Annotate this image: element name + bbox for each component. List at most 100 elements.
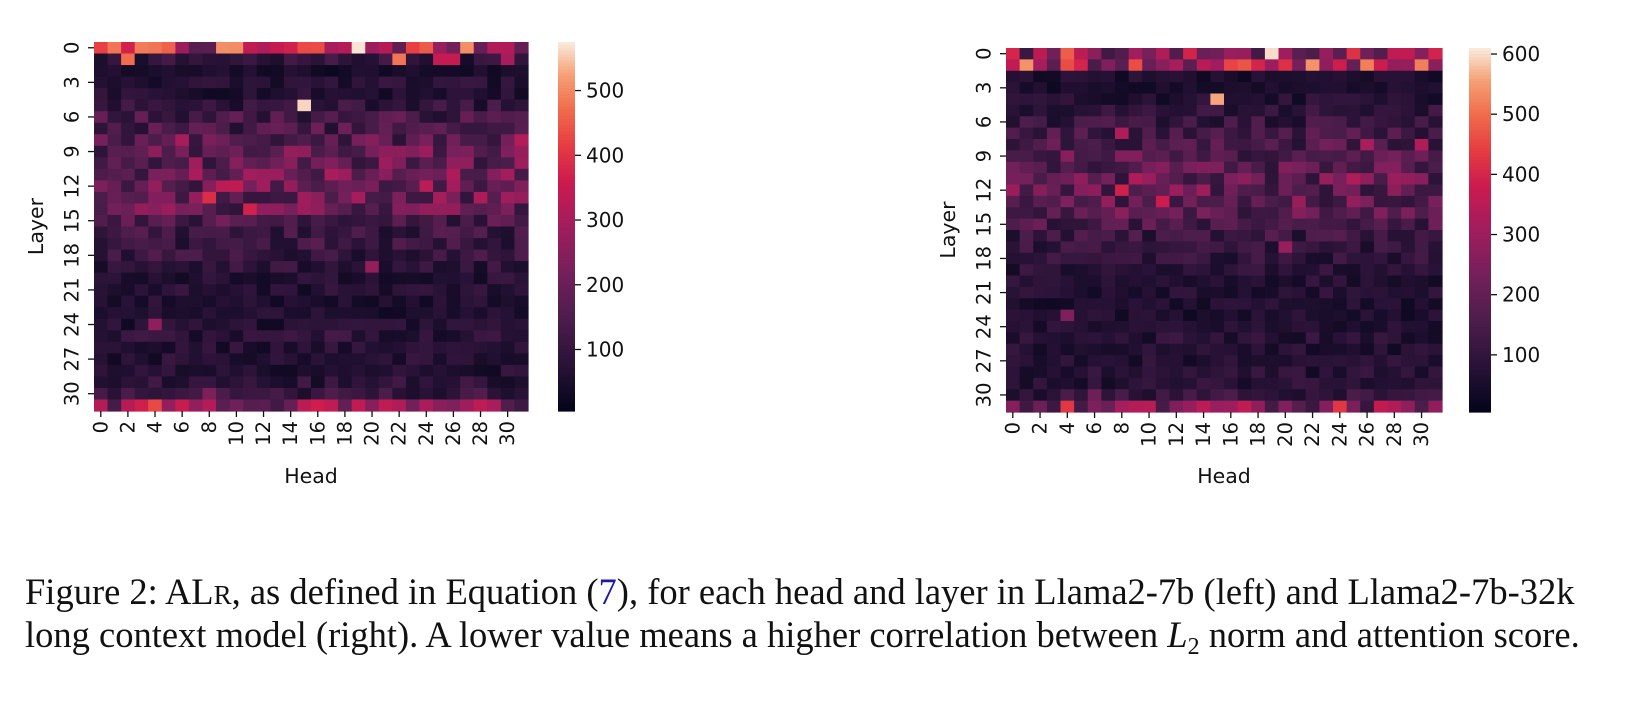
heatmap-cell bbox=[1033, 59, 1048, 72]
heatmap-cell bbox=[1196, 366, 1211, 379]
heatmap-cell bbox=[446, 191, 461, 205]
heatmap-cell bbox=[107, 353, 122, 366]
heatmap-cell bbox=[1401, 343, 1416, 356]
heatmap-cell bbox=[1169, 298, 1184, 311]
heatmap-cell bbox=[1333, 400, 1348, 413]
heatmap-cell bbox=[1401, 230, 1416, 242]
heatmap-cell bbox=[1292, 173, 1307, 186]
heatmap-cell bbox=[1319, 241, 1334, 254]
heatmap-cell bbox=[1387, 230, 1402, 242]
heatmap-cell bbox=[1319, 400, 1334, 413]
heatmap-cell bbox=[243, 203, 258, 216]
heatmap-cell bbox=[1264, 321, 1280, 333]
heatmap-cell bbox=[405, 214, 421, 228]
colorbar-segment bbox=[558, 140, 575, 145]
heatmap-cell bbox=[1033, 252, 1048, 265]
heatmap-cell bbox=[1033, 298, 1048, 311]
heatmap-cell bbox=[365, 180, 380, 193]
heatmap-cell bbox=[1019, 70, 1034, 83]
heatmap-cell bbox=[1087, 252, 1102, 265]
heatmap-cell bbox=[216, 387, 231, 401]
heatmap-cell bbox=[514, 145, 529, 158]
heatmap-cell bbox=[1278, 48, 1293, 60]
heatmap-cell bbox=[1074, 389, 1089, 402]
colorbar-segment bbox=[1469, 151, 1491, 155]
heatmap-cell bbox=[446, 203, 461, 216]
heatmap-cell bbox=[1401, 355, 1416, 368]
heatmap-cell bbox=[243, 122, 258, 135]
heatmap-cell bbox=[297, 111, 312, 124]
heatmap-cell bbox=[1251, 195, 1266, 208]
heatmap-cell bbox=[1196, 264, 1211, 277]
heatmap-cell bbox=[1319, 332, 1334, 345]
heatmap-cell bbox=[446, 111, 461, 124]
heatmap-cell bbox=[338, 134, 353, 147]
heatmap-cell bbox=[1006, 309, 1021, 322]
heatmap-cell bbox=[188, 134, 204, 147]
colorbar-segment bbox=[558, 63, 575, 68]
heatmap-cell bbox=[216, 76, 231, 89]
heatmap-cell bbox=[1142, 252, 1157, 265]
heatmap-cell bbox=[378, 364, 393, 378]
heatmap-cell bbox=[1428, 355, 1443, 368]
heatmap-cell bbox=[1292, 48, 1307, 60]
heatmap-cell bbox=[283, 284, 299, 297]
heatmap-cell bbox=[1210, 195, 1225, 208]
heatmap-cell bbox=[351, 226, 366, 239]
heatmap-cell bbox=[1428, 127, 1443, 140]
heatmap-cell bbox=[1264, 218, 1280, 231]
heatmap-cell bbox=[446, 122, 461, 135]
heatmap-cell bbox=[161, 376, 176, 389]
heatmap-cell bbox=[1333, 321, 1348, 333]
heatmap-cell bbox=[324, 341, 339, 354]
heatmap-cell bbox=[229, 307, 244, 320]
heatmap-cell bbox=[460, 168, 475, 181]
heatmap-cell bbox=[1428, 286, 1443, 299]
heatmap-cell bbox=[1414, 286, 1429, 299]
heatmap-cell bbox=[1264, 286, 1280, 299]
heatmap-cell bbox=[500, 249, 516, 262]
colorbar-segment bbox=[558, 254, 575, 258]
heatmap-cell bbox=[148, 157, 163, 170]
heatmap-cell bbox=[1428, 230, 1443, 242]
heatmap-cell bbox=[1428, 116, 1443, 129]
heatmap-cell bbox=[297, 99, 312, 112]
heatmap-cell bbox=[311, 180, 326, 193]
heatmap-cell bbox=[433, 284, 448, 297]
heatmap-cell bbox=[1169, 377, 1184, 390]
colorbar-segment bbox=[1469, 51, 1491, 55]
heatmap-cell bbox=[161, 42, 176, 55]
heatmap-cell bbox=[1387, 377, 1402, 390]
heatmap-cell bbox=[392, 341, 407, 354]
x-tick-label: 24 bbox=[1328, 422, 1351, 447]
heatmap-cell bbox=[1101, 275, 1116, 288]
heatmap-cell bbox=[405, 399, 421, 412]
heatmap-cell bbox=[433, 88, 448, 101]
heatmap-cell bbox=[487, 99, 502, 112]
colorbar-segment bbox=[1469, 48, 1491, 52]
heatmap-cell bbox=[1346, 343, 1361, 356]
heatmap-cell bbox=[351, 88, 366, 101]
heatmap-cell bbox=[1428, 184, 1443, 197]
colorbar-segment bbox=[558, 364, 575, 369]
colorbar-segment bbox=[1469, 348, 1491, 352]
heatmap-cell bbox=[1128, 48, 1143, 60]
colorbar-segment bbox=[1469, 178, 1491, 183]
heatmap-cell bbox=[297, 318, 312, 331]
heatmap-cell bbox=[1155, 116, 1171, 129]
heatmap-cell bbox=[1319, 59, 1334, 72]
colorbar-segment bbox=[1469, 378, 1491, 383]
heatmap-cell bbox=[148, 307, 163, 320]
heatmap-cell bbox=[1237, 275, 1252, 288]
heatmap-panel-right: 0 2 4 6 8 10 12 14 16 18 20 22 24 26 28 30Head036912151… bbox=[936, 42, 1540, 488]
heatmap-cell bbox=[1346, 82, 1361, 95]
heatmap-cell bbox=[175, 353, 190, 366]
heatmap-cell bbox=[1019, 286, 1034, 299]
heatmap-cell bbox=[1428, 321, 1443, 333]
heatmap-cell bbox=[1101, 70, 1116, 83]
heatmap-cell bbox=[1196, 309, 1211, 322]
equation-reference-link[interactable]: 7 bbox=[598, 571, 617, 612]
heatmap-cell bbox=[270, 145, 285, 158]
heatmap-cell bbox=[1387, 241, 1402, 254]
heatmap-cell bbox=[148, 203, 163, 216]
